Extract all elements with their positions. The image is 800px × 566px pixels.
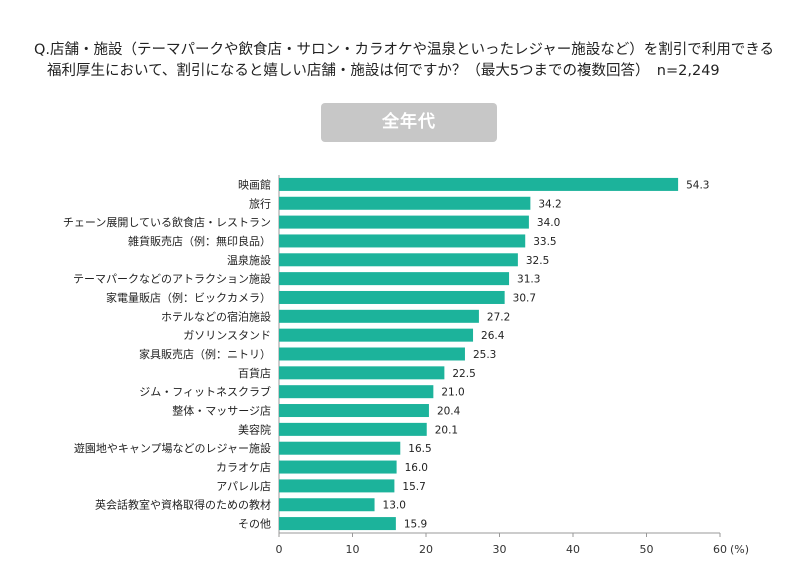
bar xyxy=(279,234,526,248)
bar xyxy=(279,290,505,304)
category-label: 整体・マッサージ店 xyxy=(172,404,271,418)
value-label: 20.1 xyxy=(435,424,458,436)
x-tick-label: 50 xyxy=(640,543,654,556)
category-label: 遊園地やキャンプ場などのレジャー施設 xyxy=(74,441,271,455)
bar xyxy=(279,498,375,512)
question-text: Q.店舗・施設（テーマパークや飲食店・サロン・カラオケや温泉といったレジャー施設… xyxy=(34,40,794,82)
category-label: 英会話教室や資格取得のための教材 xyxy=(95,498,271,512)
x-tick-label: 0 xyxy=(276,543,283,556)
value-label: 22.5 xyxy=(452,368,475,380)
value-label: 25.3 xyxy=(473,349,496,361)
value-label: 16.0 xyxy=(405,462,428,474)
value-label: 16.5 xyxy=(408,443,431,455)
category-label: その他 xyxy=(238,518,271,531)
x-tick-label: 10 xyxy=(346,543,360,556)
category-label: 旅行 xyxy=(249,196,271,210)
value-label: 33.5 xyxy=(533,236,556,248)
bar xyxy=(279,479,395,493)
bar xyxy=(279,404,429,418)
bar xyxy=(279,422,427,436)
category-label: 家具販売店（例：ニトリ） xyxy=(139,347,271,361)
bar xyxy=(279,517,396,531)
category-label: 家電量販店（例：ビックカメラ） xyxy=(106,290,271,304)
bar xyxy=(279,385,434,399)
category-label: ジム・フィットネスクラブ xyxy=(139,385,271,399)
category-label: ガソリンスタンド xyxy=(183,329,271,342)
category-label: 雑貨販売店（例：無印良品） xyxy=(128,234,271,248)
question-line-2: 福利厚生において、割引になると嬉しい店舗・施設は何ですか？（最大5つまでの複数回… xyxy=(47,63,720,79)
category-label: 百貨店 xyxy=(238,366,271,380)
x-tick-label: 60 xyxy=(713,543,727,556)
category-label: テーマパークなどのアトラクション施設 xyxy=(73,272,271,286)
value-label: 20.4 xyxy=(437,406,461,418)
unit-label: (%) xyxy=(730,543,749,556)
bar xyxy=(279,328,474,342)
bar xyxy=(279,177,679,191)
value-label: 34.2 xyxy=(538,198,561,210)
age-group-tag: 全年代 xyxy=(321,103,497,142)
bar xyxy=(279,215,529,229)
value-label: 31.3 xyxy=(517,274,540,286)
value-label: 15.9 xyxy=(404,519,427,531)
bar xyxy=(279,441,401,455)
bar xyxy=(279,272,510,286)
bar xyxy=(279,460,397,474)
category-label: 美容院 xyxy=(238,422,271,436)
bar xyxy=(279,253,518,267)
question-line-1: Q.店舗・施設（テーマパークや飲食店・サロン・カラオケや温泉といったレジャー施設… xyxy=(34,42,775,58)
x-tick-label: 30 xyxy=(493,543,507,556)
bar xyxy=(279,347,465,361)
value-label: 21.0 xyxy=(441,387,464,399)
x-tick-label: 20 xyxy=(419,543,433,556)
category-label: アパレル店 xyxy=(216,479,271,493)
value-label: 54.3 xyxy=(686,179,709,191)
bar xyxy=(279,196,531,210)
x-tick-label: 40 xyxy=(566,543,580,556)
value-label: 30.7 xyxy=(513,292,536,304)
category-label: 映画館 xyxy=(238,177,271,191)
value-label: 34.0 xyxy=(537,217,560,229)
value-label: 13.0 xyxy=(383,500,406,512)
value-label: 26.4 xyxy=(481,330,505,342)
value-label: 27.2 xyxy=(487,311,510,323)
bar xyxy=(279,366,445,380)
value-label: 15.7 xyxy=(402,481,425,493)
bar xyxy=(279,309,479,323)
category-label: チェーン展開している飲食店・レストラン xyxy=(63,215,271,229)
value-label: 32.5 xyxy=(526,255,549,267)
category-label: カラオケ店 xyxy=(216,460,271,474)
category-label: ホテルなどの宿泊施設 xyxy=(161,309,271,323)
category-label: 温泉施設 xyxy=(227,253,271,267)
